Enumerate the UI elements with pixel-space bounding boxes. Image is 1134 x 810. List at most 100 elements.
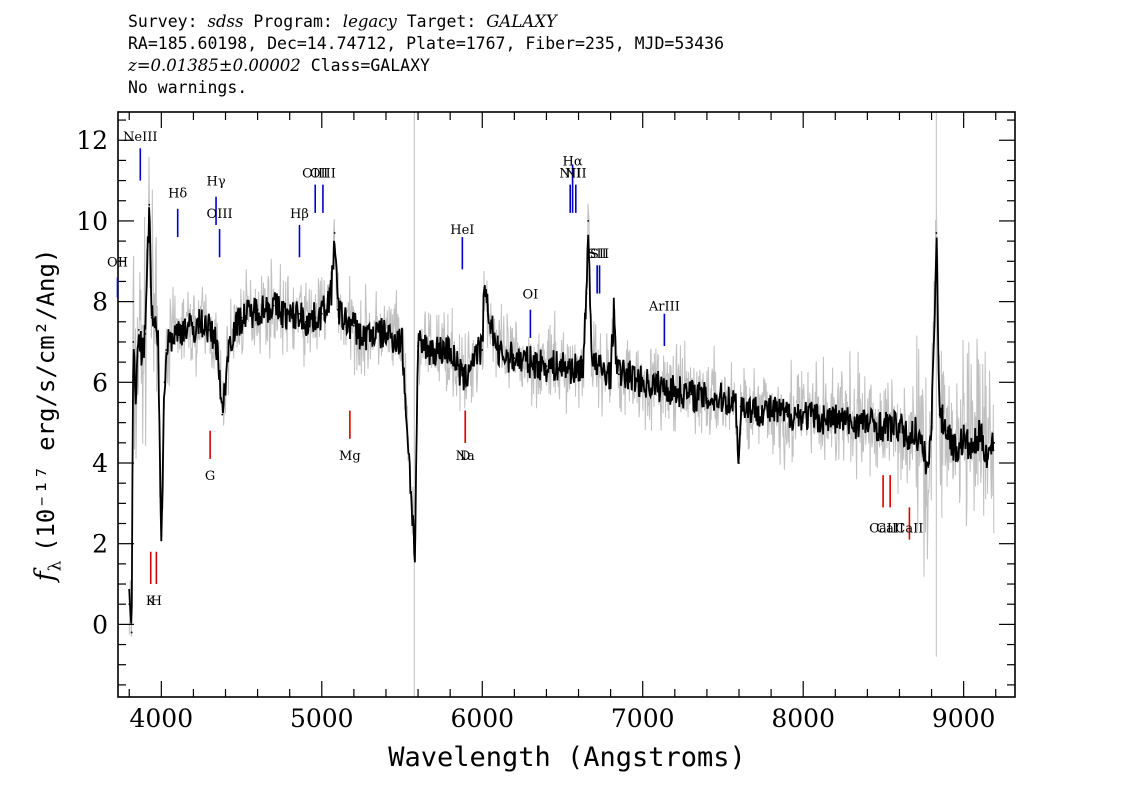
model-point (227, 345, 230, 347)
model-point (208, 328, 211, 331)
model-point (157, 345, 160, 347)
model-point (590, 345, 593, 347)
emission-line-label: OIII (310, 167, 336, 182)
emission-line-label: NII (565, 167, 587, 182)
model-point (137, 328, 140, 331)
model-point (401, 341, 403, 343)
model-point (463, 381, 466, 384)
model-point (148, 203, 151, 206)
model-point (818, 417, 821, 420)
model-point (898, 425, 901, 428)
survey-value: sdss (207, 12, 244, 31)
model-point (304, 320, 307, 323)
y-tick-label: 2 (92, 530, 108, 559)
model-point (176, 332, 179, 335)
model-point (163, 381, 166, 384)
model-point (609, 373, 612, 376)
model-point (449, 349, 452, 351)
model-point (754, 409, 756, 412)
model-point (497, 353, 500, 355)
model-point (352, 324, 355, 327)
model-point (927, 466, 930, 468)
header-line-survey: Survey: sdss Program: legacy Target: GAL… (128, 12, 557, 31)
x-axis-title: Wavelength (Angstroms) (388, 742, 746, 773)
x-tick-label: 8000 (771, 704, 835, 733)
model-point (617, 373, 620, 376)
model-point (614, 345, 617, 347)
model-point (582, 361, 585, 364)
class-value: Class=GALAXY (300, 56, 430, 75)
absorption-line-label: H (151, 594, 162, 609)
model-point (746, 405, 748, 408)
model-point (657, 385, 660, 388)
absorption-line-label: D (460, 449, 470, 464)
model-point (612, 312, 615, 315)
model-point (585, 292, 588, 295)
model-point (361, 337, 363, 339)
x-tick-label: 6000 (450, 704, 514, 733)
model-point (192, 328, 195, 331)
model-point (433, 349, 436, 351)
model-point (336, 308, 339, 311)
model-point (993, 441, 996, 444)
absorption-line-label: CaII (876, 522, 904, 537)
plot-frame (117, 111, 1016, 698)
emission-line-label: Hβ (290, 207, 309, 222)
header-line-warnings: No warnings. (128, 78, 248, 97)
model-point (320, 312, 323, 315)
model-point (954, 449, 957, 452)
absorption-line-label: G (205, 469, 215, 484)
model-point (577, 369, 580, 372)
model-point (962, 437, 965, 440)
model-point (529, 361, 532, 364)
model-point (333, 232, 336, 234)
observed-flux-group (128, 112, 995, 697)
model-point (298, 312, 301, 315)
model-point (481, 349, 484, 351)
model-point (513, 357, 516, 360)
model-point (882, 425, 885, 428)
model-point (834, 417, 837, 420)
x-tick-label: 9000 (932, 704, 996, 733)
model-point (722, 397, 724, 400)
model-point (545, 365, 548, 368)
x-tick-label: 5000 (290, 704, 354, 733)
y-tick-label: 8 (92, 288, 108, 317)
model-point (946, 429, 949, 432)
model-point (734, 401, 737, 404)
model-point (786, 413, 789, 416)
model-point (986, 454, 989, 456)
emission-line-label: HeI (450, 223, 474, 238)
model-point (935, 232, 938, 234)
model-point (240, 316, 243, 319)
model-point (256, 308, 259, 311)
emission-line-label: Hα (563, 154, 583, 169)
model-point (938, 413, 941, 416)
model-point (141, 357, 143, 360)
model-point (850, 421, 853, 424)
y-tick-label: 10 (76, 207, 108, 236)
model-point (587, 220, 590, 222)
model-point (165, 349, 168, 351)
emission-line-label: OIII (207, 207, 233, 222)
model-point (970, 449, 973, 452)
model-point (914, 429, 917, 432)
model-point (232, 328, 235, 331)
model-point (673, 389, 676, 392)
model-point (468, 365, 471, 368)
model-point (216, 345, 219, 347)
model-point (689, 393, 692, 396)
emission-line-label: Hδ (168, 187, 187, 202)
x-tick-label: 7000 (611, 704, 675, 733)
target-value: GALAXY (486, 12, 557, 31)
y-tick-label: 6 (92, 368, 108, 397)
x-tick-label: 4000 (130, 704, 194, 733)
model-point (344, 320, 347, 323)
model-point (770, 409, 772, 412)
model-point (413, 554, 416, 557)
emission-line-label: ArIII (648, 300, 680, 315)
model-point (288, 316, 291, 319)
model-point (385, 332, 387, 335)
model-point (561, 365, 564, 368)
